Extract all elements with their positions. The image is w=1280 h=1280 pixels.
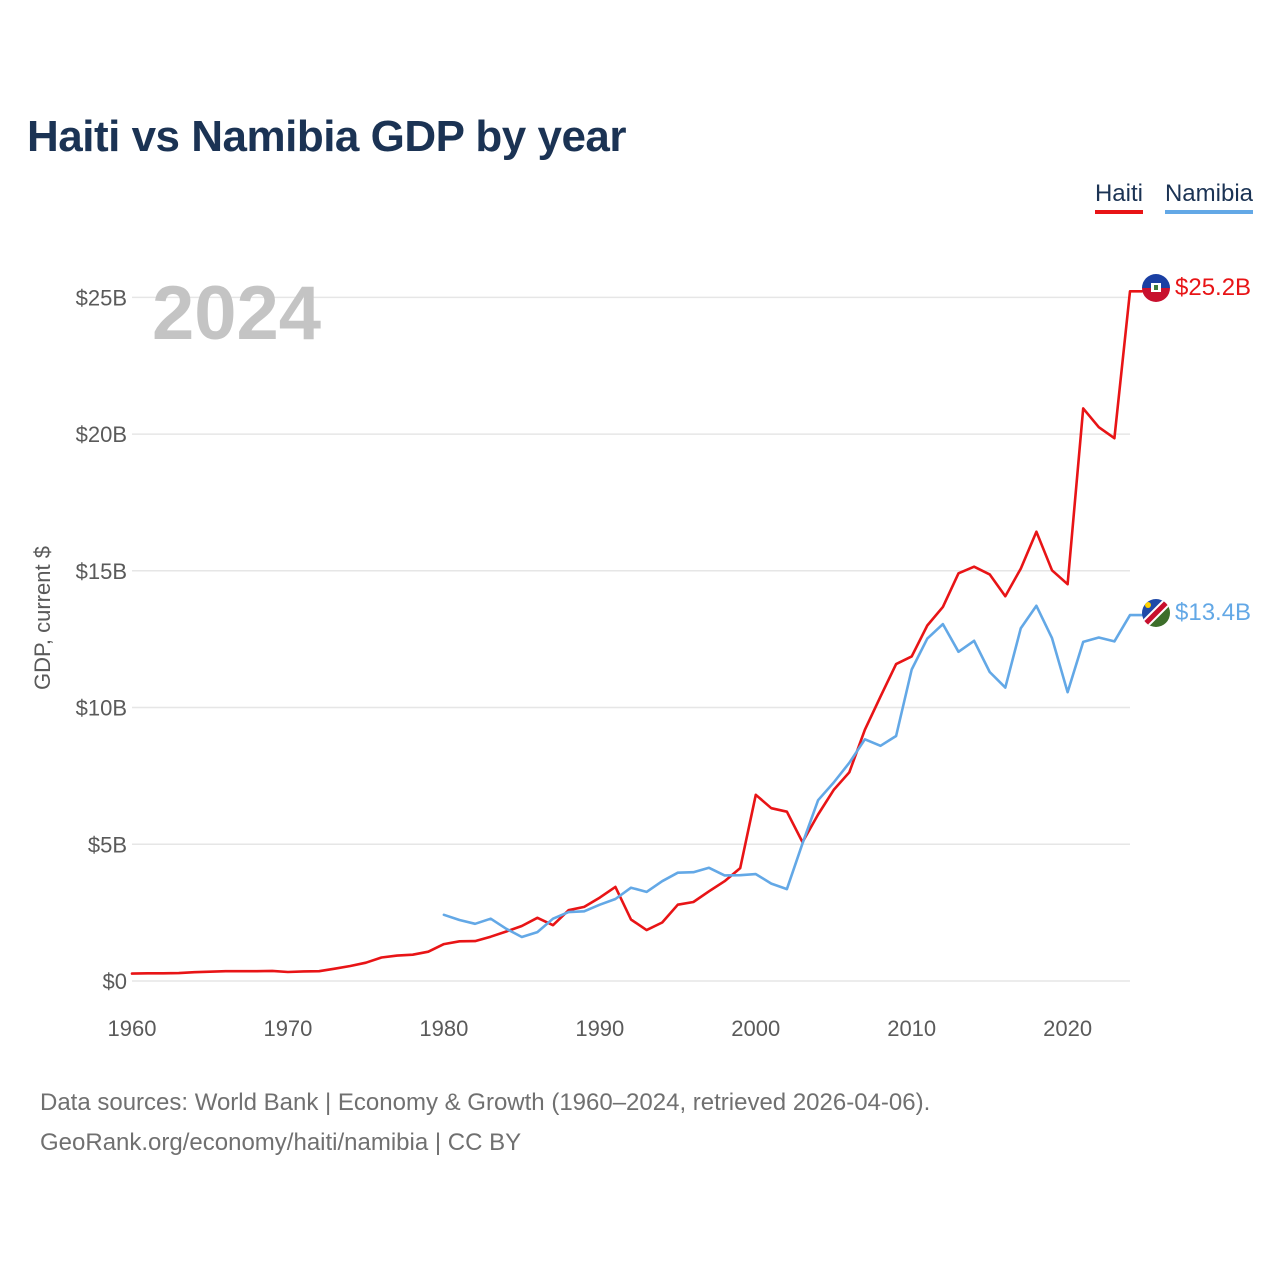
x-axis-ticks: 1960 1970 1980 1990 2000 2010 2020 [108,1016,1093,1041]
namibia-flag-icon [1142,599,1170,627]
x-tick-label: 2020 [1043,1016,1092,1041]
series-line-haiti[interactable] [130,289,1144,975]
y-axis-ticks: $0 $5B $10B $15B $20B $25B [76,285,127,994]
x-tick-label: 1970 [263,1016,312,1041]
x-tick-label: 1990 [575,1016,624,1041]
y-axis-title: GDP, current $ [30,546,55,690]
source-link[interactable]: GeoRank.org/economy/haiti/namibia | CC B… [40,1129,522,1156]
y-tick-label: $0 [103,969,127,994]
y-tick-label: $25B [76,285,127,310]
legend-item-haiti[interactable]: Haiti [1094,180,1143,214]
haiti-flag-icon [1142,274,1170,302]
y-tick-label: $10B [76,696,127,721]
year-watermark: 2024 [152,271,321,356]
namibia-end-label: $13.4B [1175,599,1251,626]
chart-title: Haiti vs Namibia GDP by year [27,112,627,161]
grid-lines [132,296,1130,982]
footer: Data sources: World Bank | Economy & Gro… [40,1083,930,1163]
y-tick-label: $15B [76,559,127,584]
x-tick-label: 1980 [419,1016,468,1041]
x-tick-label: 2000 [731,1016,780,1041]
legend-item-namibia[interactable]: Namibia [1164,180,1253,214]
haiti-end-label: $25.2B [1175,274,1251,301]
y-tick-label: $20B [76,422,127,447]
y-tick-label: $5B [88,832,127,857]
x-tick-label: 2010 [887,1016,936,1041]
data-source-note: Data sources: World Bank | Economy & Gro… [40,1089,931,1116]
series-lines [130,289,1144,975]
legend: Haiti Namibia [1094,180,1253,214]
series-line-namibia[interactable] [442,604,1144,939]
x-tick-label: 1960 [108,1016,157,1041]
